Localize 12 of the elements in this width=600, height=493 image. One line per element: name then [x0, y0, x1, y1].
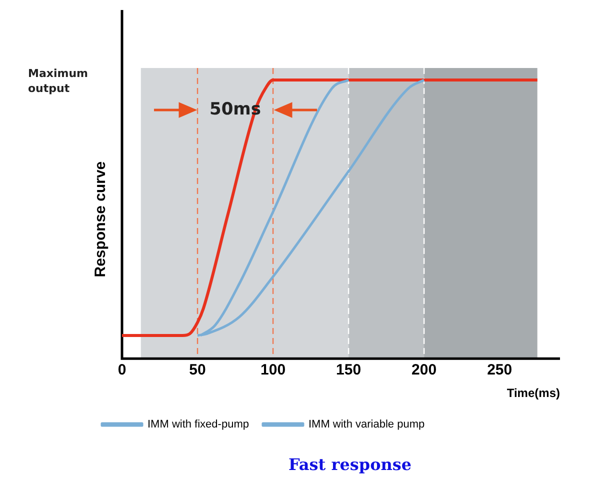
x-tick-label: 0 [118, 362, 126, 379]
x-tick-label: 150 [336, 362, 362, 379]
x-tick-label: 50 [189, 362, 206, 379]
legend-label: IMM with variable pump [308, 418, 425, 431]
text: Maximum output [28, 66, 88, 95]
x-tick-label: 250 [487, 362, 512, 379]
x-axis-title: Time(ms) [506, 386, 560, 400]
x-tick-label: 100 [260, 362, 286, 379]
y-axis-title: Response curve [92, 161, 110, 278]
legend-label: IMM with fixed-pump [148, 418, 249, 431]
x-tick-label: 200 [412, 362, 437, 379]
text: Fast response [287, 455, 413, 474]
